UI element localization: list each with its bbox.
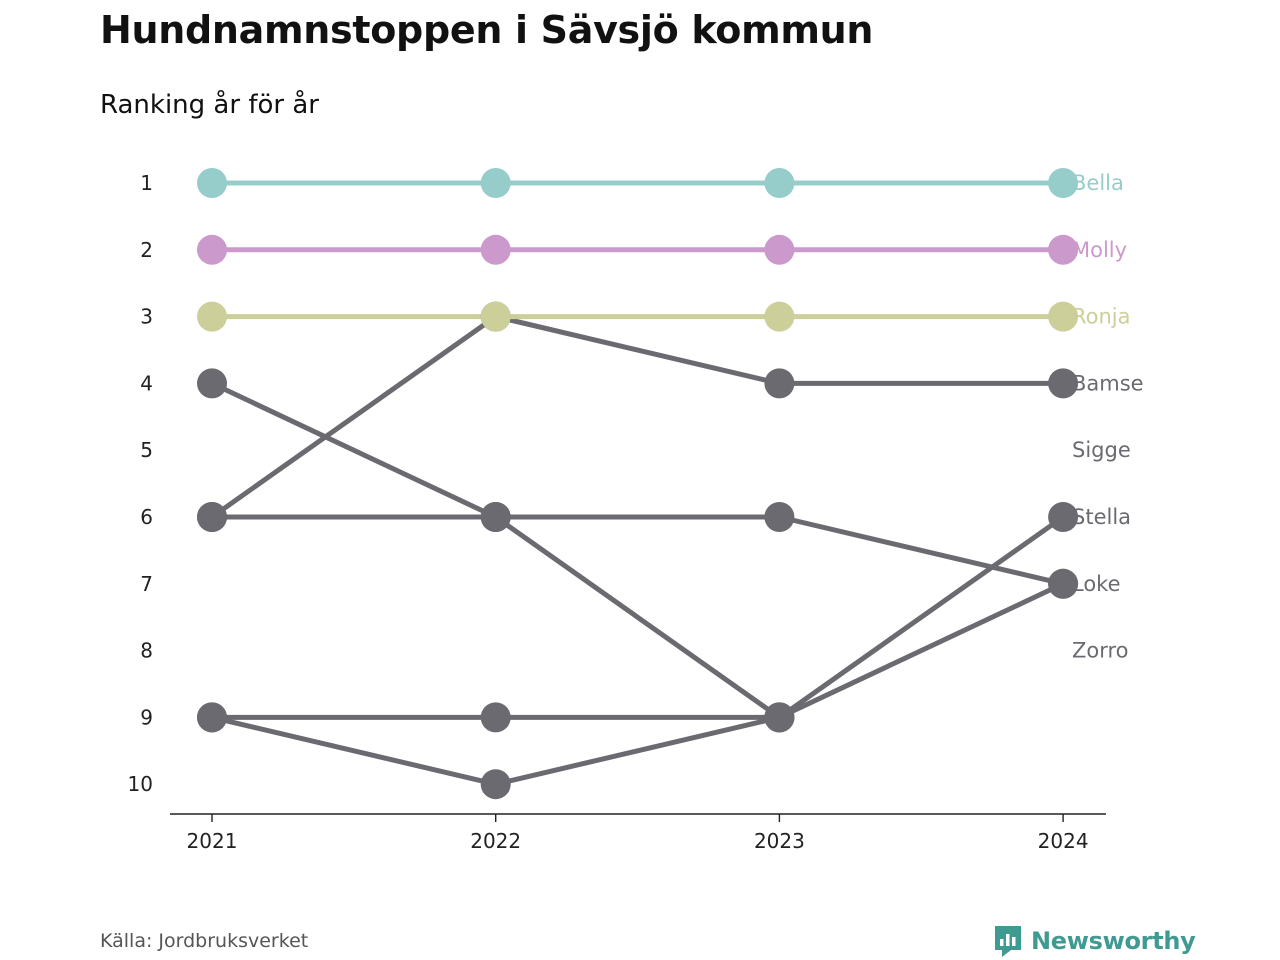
y-tick-label: 5 [140,438,153,462]
point-molly [197,234,227,265]
x-tick-label: 2021 [187,829,238,853]
end-label-ronja: Ronja [1072,305,1131,329]
y-tick-label: 9 [140,705,153,729]
y-tick-label: 7 [140,572,153,596]
point-sigge [480,702,511,733]
chart-subtitle: Ranking år för år [100,90,319,120]
y-tick-label: 3 [140,305,153,329]
y-tick-label: 4 [140,371,153,395]
series-lines [210,180,1065,787]
point-bella [480,168,511,198]
end-label-zorro: Zorro [1072,639,1129,663]
point-ronja [197,301,227,332]
y-tick-label: 8 [140,639,153,663]
point-bella [1048,168,1079,198]
end-label-molly: Molly [1072,238,1127,262]
y-tick-label: 2 [140,238,153,262]
point-ronja [764,301,795,332]
point-bella [197,168,227,198]
y-tick-label: 6 [140,505,153,529]
point-zorro [197,502,227,532]
chart-title: Hundnamnstoppen i Sävsjö kommun [100,8,874,52]
end-label-loke: Loke [1072,572,1121,596]
series-points [197,168,1079,800]
point-loke [197,368,227,399]
series-line-stella [211,514,1065,787]
end-label-bella: Bella [1072,171,1124,195]
x-tick-label: 2023 [754,829,805,853]
brand-name: Newsworthy [1031,927,1196,955]
series-line-zorro [212,514,1065,720]
y-axis-ticks: 1 2 3 4 5 6 7 8 9 10 [128,171,153,796]
newsworthy-logo: Newsworthy [993,924,1196,958]
point-molly [1048,234,1079,265]
point-stella [197,702,227,733]
end-labels: Bella Molly Ronja Bamse Sigge Stella Loke Zorro [1072,171,1144,663]
newsworthy-logo-icon [995,926,1021,957]
point-zorro [764,702,795,733]
series-line-loke [210,381,1064,587]
x-axis: 2021 2022 2023 2024 [170,813,1106,853]
point-bella [764,168,795,198]
point-bamse [764,368,795,399]
point-molly [480,234,511,265]
point-zorro [480,502,511,532]
point-molly [764,234,795,265]
x-tick-label: 2024 [1038,829,1089,853]
source-note: Källa: Jordbruksverket [100,930,309,952]
point-zorro [1048,568,1079,599]
point-stella [1048,502,1079,532]
end-label-sigge: Sigge [1072,438,1131,462]
point-bamse [1048,368,1079,399]
x-tick-label: 2022 [470,829,521,853]
point-ronja [1048,301,1079,332]
y-tick-label: 1 [140,171,153,195]
end-label-stella: Stella [1072,505,1131,529]
y-tick-label: 10 [128,772,153,796]
point-stella [480,769,511,800]
series-line-bamse [210,314,1064,520]
end-label-bamse: Bamse [1072,371,1144,395]
point-loke [764,502,795,532]
point-ronja [480,301,511,332]
